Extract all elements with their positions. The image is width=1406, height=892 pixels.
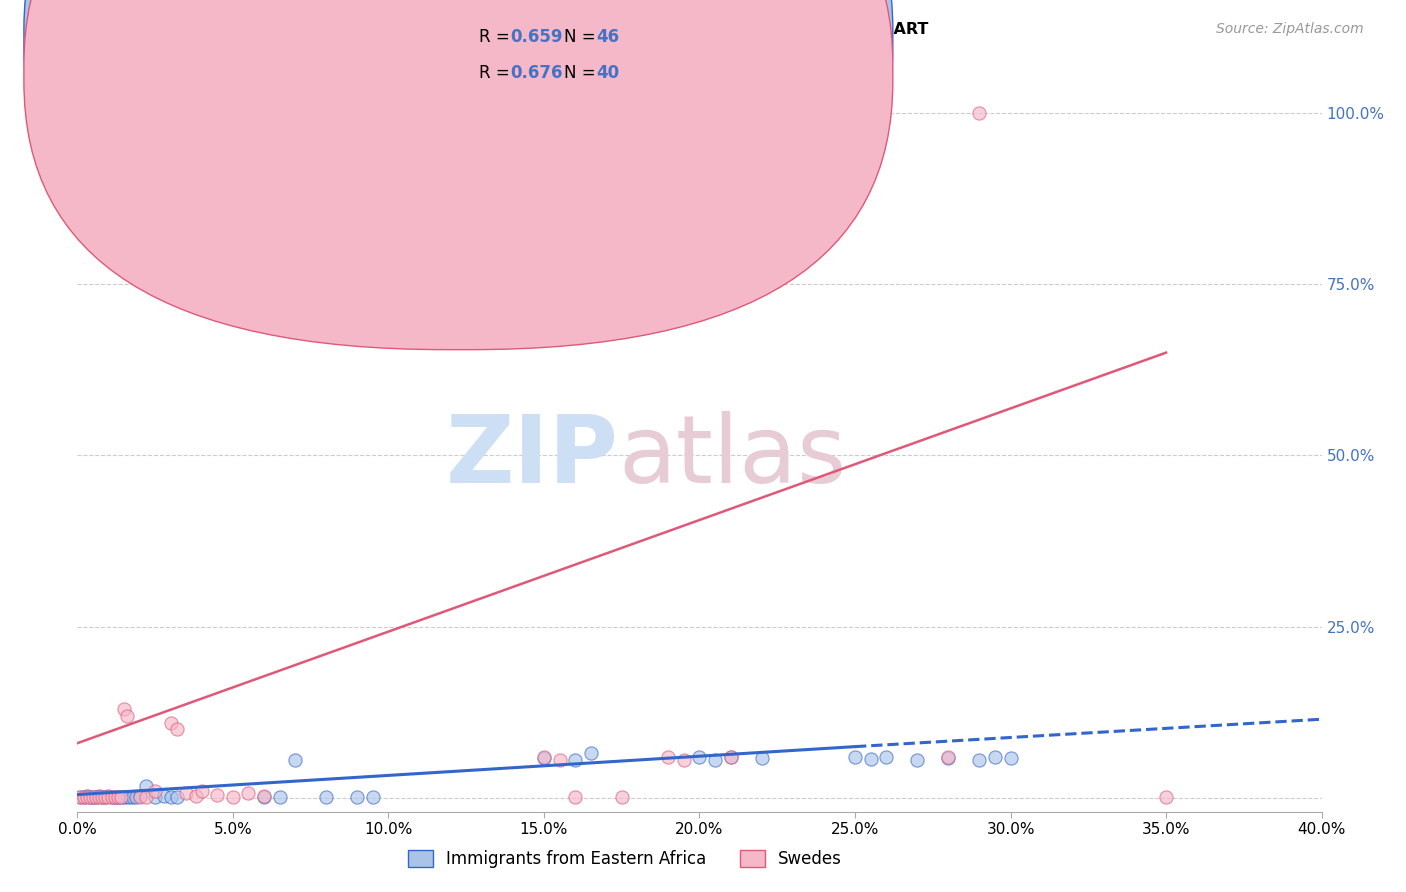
Point	[84, 789, 107, 804]
Point	[859, 752, 882, 766]
Point	[100, 790, 122, 805]
Point	[94, 790, 117, 805]
Point	[984, 750, 1007, 764]
Point	[689, 750, 711, 764]
Point	[104, 789, 127, 804]
Point	[253, 789, 276, 804]
Point	[720, 750, 742, 764]
Point	[91, 790, 114, 805]
Point	[72, 789, 94, 804]
Point	[875, 750, 897, 764]
Point	[97, 790, 120, 805]
Point	[128, 789, 150, 804]
Point	[107, 789, 129, 804]
Point	[166, 789, 188, 804]
Text: R =: R =	[479, 64, 516, 82]
Point	[222, 789, 245, 804]
Point	[115, 789, 138, 804]
Text: 0.659: 0.659	[510, 29, 562, 46]
Point	[238, 785, 260, 799]
Point	[135, 779, 157, 793]
Point	[143, 789, 166, 804]
Point	[91, 789, 114, 804]
Text: ZIP: ZIP	[446, 411, 619, 503]
Point	[253, 789, 276, 803]
Point	[76, 789, 98, 803]
Point	[120, 790, 142, 805]
Point	[112, 702, 135, 716]
Point	[720, 750, 742, 764]
Point	[564, 753, 586, 767]
Point	[533, 750, 555, 764]
Point	[125, 790, 148, 805]
Point	[564, 790, 586, 805]
Point	[159, 715, 181, 730]
Point	[548, 753, 571, 767]
Point	[207, 788, 229, 802]
Point	[76, 790, 98, 805]
Point	[905, 753, 928, 767]
Text: 46: 46	[596, 29, 619, 46]
Point	[969, 753, 991, 767]
Point	[79, 789, 101, 804]
Point	[672, 753, 695, 767]
Point	[315, 790, 337, 805]
Text: R =: R =	[479, 29, 516, 46]
Point	[174, 785, 197, 799]
Point	[69, 790, 91, 805]
Text: N =: N =	[564, 64, 600, 82]
Point	[346, 789, 368, 804]
Point	[153, 789, 176, 803]
Point	[97, 789, 120, 803]
Point	[610, 789, 633, 804]
Point	[112, 790, 135, 805]
Point	[82, 790, 104, 805]
Text: 0.676: 0.676	[510, 64, 562, 82]
Point	[191, 784, 214, 798]
Point	[751, 751, 773, 765]
Point	[579, 747, 602, 761]
Text: Source: ZipAtlas.com: Source: ZipAtlas.com	[1216, 22, 1364, 37]
Point	[844, 750, 866, 764]
Point	[100, 789, 122, 804]
Text: atlas: atlas	[619, 411, 846, 503]
Point	[69, 789, 91, 804]
Point	[377, 105, 399, 120]
Point	[969, 105, 991, 120]
Point	[110, 790, 132, 805]
Point	[84, 789, 107, 804]
Point	[284, 753, 307, 767]
Point	[143, 784, 166, 798]
Point	[87, 790, 110, 805]
Legend: Immigrants from Eastern Africa, Swedes: Immigrants from Eastern Africa, Swedes	[401, 844, 849, 875]
Text: 40: 40	[596, 64, 619, 82]
Point	[159, 790, 181, 805]
Point	[1154, 790, 1177, 805]
Point	[110, 789, 132, 804]
Point	[115, 708, 138, 723]
Point	[107, 790, 129, 805]
Point	[166, 723, 188, 737]
Point	[184, 789, 207, 803]
Point	[704, 753, 727, 767]
Point	[128, 789, 150, 803]
Point	[533, 751, 555, 765]
Point	[938, 750, 960, 764]
Point	[82, 790, 104, 805]
Point	[135, 790, 157, 805]
Point	[79, 789, 101, 804]
Point	[657, 750, 679, 764]
Point	[1000, 751, 1022, 765]
Point	[361, 790, 384, 805]
Text: N =: N =	[564, 29, 600, 46]
Point	[938, 751, 960, 765]
Point	[94, 789, 117, 804]
Point	[104, 790, 127, 805]
Point	[122, 789, 145, 804]
Point	[269, 790, 291, 805]
Point	[72, 790, 94, 805]
Text: IMMIGRANTS FROM EASTERN AFRICA VS SWEDISH DISABILITY AGE UNDER 5 CORRELATION CHA: IMMIGRANTS FROM EASTERN AFRICA VS SWEDIS…	[42, 22, 928, 37]
Point	[87, 789, 110, 803]
